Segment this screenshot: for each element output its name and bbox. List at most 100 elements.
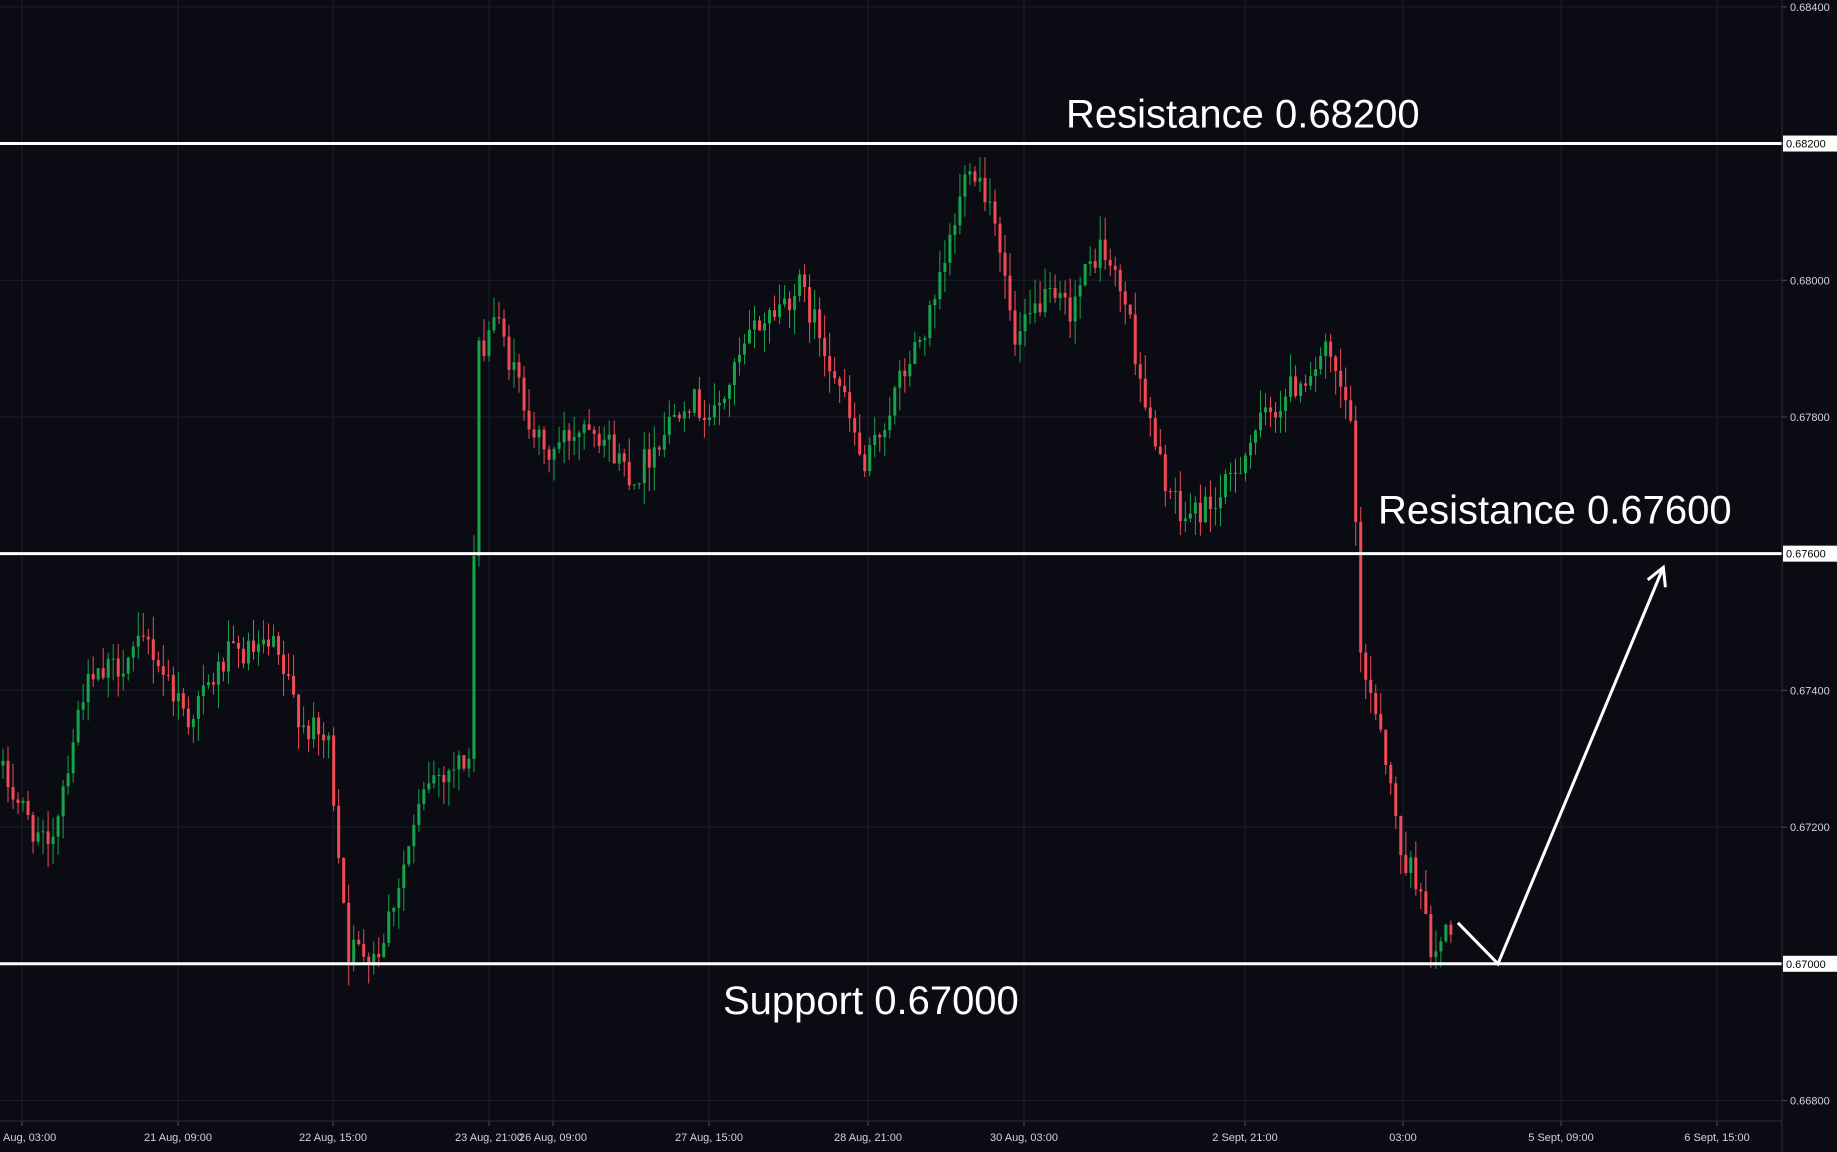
candle-body [131, 646, 135, 658]
candle-body [958, 196, 962, 226]
candle-body [231, 641, 235, 643]
price-tick-label: 0.68400 [1790, 2, 1830, 14]
time-axis[interactable]: Aug, 03:00 21 Aug, 09:00 22 Aug, 15:00 23 A… [3, 1121, 1750, 1144]
candle-body [111, 658, 115, 660]
candle-body [1274, 412, 1278, 418]
candle-body [1003, 252, 1007, 276]
candle-body [657, 447, 661, 450]
candle-body [662, 434, 666, 450]
candle-body [1128, 304, 1132, 315]
candle-body [943, 262, 947, 272]
candle-body [1354, 420, 1358, 523]
price-axis[interactable]: 0.68400 0.68200 0.68000 0.67800 0.67600 0.674… [1782, 2, 1837, 1108]
candle-body [327, 735, 331, 741]
candle-body [196, 696, 200, 720]
candle-body [1088, 261, 1092, 265]
level-price-tag-label: 0.68200 [1786, 139, 1826, 151]
candle-body [1158, 446, 1162, 455]
candle-body [21, 800, 25, 803]
candle-body [156, 659, 160, 667]
candle-body [211, 682, 215, 685]
candle-body [1364, 652, 1368, 680]
candle-body [1073, 296, 1077, 322]
candle-body [742, 343, 746, 355]
candle-body [472, 555, 476, 759]
candle-body [1374, 692, 1378, 715]
candle-body [1444, 924, 1448, 942]
candle-body [287, 673, 291, 676]
candle-body [1314, 369, 1318, 377]
candle-body [1329, 341, 1333, 357]
candle-body [1344, 386, 1348, 401]
candle-body [467, 758, 471, 769]
candle-body [136, 635, 140, 647]
candle-body [422, 789, 426, 804]
candle-body [1259, 412, 1263, 431]
candle-body [968, 171, 972, 175]
candle-body [36, 832, 40, 842]
candle-body [86, 673, 90, 703]
candle-body [1198, 502, 1202, 523]
candle-body [993, 201, 997, 224]
candle-body [692, 389, 696, 413]
price-tick-label: 0.67400 [1790, 685, 1830, 697]
candle-body [622, 453, 626, 462]
candle-body [1068, 297, 1072, 322]
candle-body [587, 424, 591, 430]
candle-body [1078, 285, 1082, 297]
axes [0, 0, 1783, 1152]
candle-body [477, 340, 481, 556]
candle-body [1304, 383, 1308, 386]
candle-body [257, 644, 261, 652]
candle-body [763, 323, 767, 331]
candle-body [1023, 314, 1027, 332]
price-tick-label: 0.67800 [1790, 412, 1830, 424]
candle-body [91, 673, 95, 680]
candle-body [1339, 370, 1343, 387]
candle-body [858, 432, 862, 455]
candle-body [908, 363, 912, 377]
candle-body [978, 177, 982, 182]
candle-body [151, 639, 155, 660]
candle-body [582, 424, 586, 433]
candle-body [216, 661, 220, 685]
candle-body [246, 640, 250, 664]
candle-body [502, 318, 506, 337]
candle-body [883, 430, 887, 438]
candle-body [602, 439, 606, 446]
candle-body [1018, 331, 1022, 345]
time-tick-label: 28 Aug, 21:00 [834, 1132, 902, 1144]
candle-body [1038, 303, 1042, 313]
candle-body [272, 636, 276, 647]
candle-body [437, 774, 441, 776]
candle-body [988, 201, 992, 203]
time-tick-label: 22 Aug, 15:00 [299, 1132, 367, 1144]
candle-body [302, 725, 306, 728]
candle-body [487, 330, 491, 357]
candle-body [793, 295, 797, 311]
candle-body [507, 336, 511, 370]
candle-body [722, 398, 726, 404]
candle-body [918, 339, 922, 343]
candle-body [377, 953, 381, 958]
candle-body [823, 338, 827, 357]
candle-body [277, 636, 281, 655]
candle-body [1309, 376, 1313, 386]
candle-body [1, 760, 5, 766]
candle-body [121, 673, 125, 677]
candle-body [828, 356, 832, 372]
candle-body [221, 661, 225, 672]
candle-body [1399, 816, 1403, 856]
candle-body [1359, 522, 1363, 653]
candle-body [397, 888, 401, 908]
level-annotation: Resistance 0.68200 [1066, 93, 1420, 137]
candle-body [347, 902, 351, 963]
candle-body [116, 658, 120, 677]
candle-body [392, 907, 396, 912]
candle-body [1394, 783, 1398, 817]
candle-body [252, 640, 255, 652]
candle-body [492, 317, 496, 331]
candle-body [417, 803, 421, 825]
